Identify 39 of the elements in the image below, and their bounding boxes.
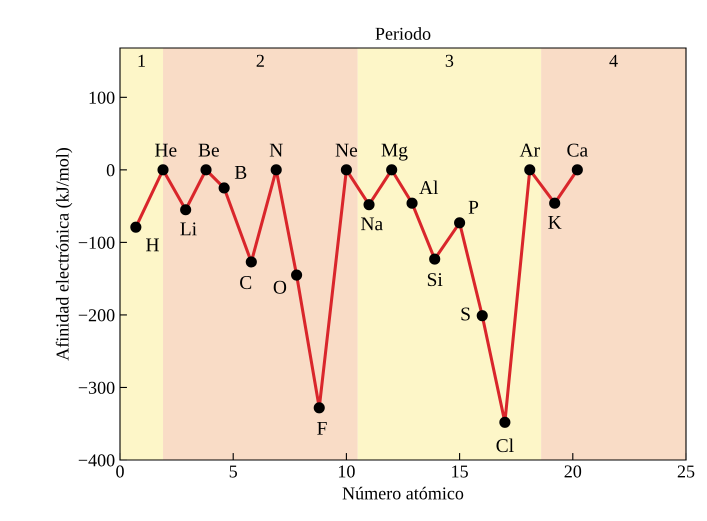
y-axis-title: Afinidad electrónica (kJ/mol): [56, 148, 72, 361]
annotation: Al: [419, 180, 438, 194]
x-tick-label: 5: [230, 466, 238, 478]
annotation: He: [155, 144, 176, 157]
x-tick-label: 20: [564, 465, 582, 478]
annotation: S: [461, 307, 470, 321]
annotation: P: [468, 200, 478, 214]
band-label: 3: [446, 54, 454, 67]
annotation: Na: [361, 217, 383, 230]
band-label: 1: [138, 54, 145, 67]
annotation: N: [270, 144, 283, 156]
x-tick-label: 15: [452, 465, 468, 478]
annotation: Ca: [567, 144, 588, 157]
annotation: Li: [180, 222, 197, 236]
chart-title: Periodo: [375, 27, 430, 40]
x-tick-label: 0: [116, 465, 124, 478]
annotation: Be: [198, 144, 219, 157]
y-tick-label: −100: [78, 236, 114, 249]
annotation: C: [240, 276, 252, 290]
y-tick-label: −400: [78, 454, 114, 466]
x-tick-label: 10: [338, 465, 355, 478]
annotation: B: [234, 166, 246, 179]
y-tick-label: −300: [78, 382, 114, 394]
annotation: Si: [428, 273, 442, 286]
y-tick-label: −200: [78, 309, 114, 322]
annotation: H: [146, 238, 159, 252]
annotation: K: [548, 216, 562, 229]
annotation: F: [317, 422, 327, 435]
y-tick-label: 100: [90, 92, 114, 104]
annotation: Ar: [520, 144, 540, 156]
annotation: Ne: [336, 144, 358, 157]
annotation: O: [274, 280, 286, 294]
y-tick-label: 0: [106, 164, 114, 176]
band-label: 2: [256, 54, 264, 67]
x-axis-title: Número atómico: [342, 486, 464, 500]
annotation: Mg: [382, 144, 408, 161]
band-label: 4: [609, 54, 618, 67]
annotation: Cl: [496, 438, 514, 452]
x-tick-label: 25: [678, 465, 694, 478]
